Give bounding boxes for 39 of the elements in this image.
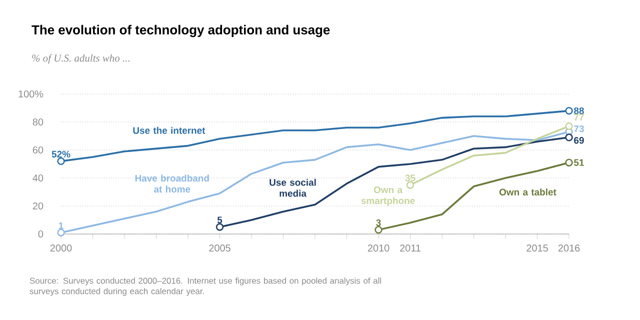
y-tick-label: 20 (32, 202, 44, 210)
y-tick-label: 40 (32, 174, 44, 182)
x-tick-label: 2010 (368, 244, 390, 252)
source-note: Source: Surveys conducted 2000–2016. Internet use figures based on pooled analysis of all surveys conducted during each calendar year. (30, 278, 382, 296)
chart-title: The evolution of technology adoption and usage (32, 24, 330, 38)
y-tick-label: 80 (32, 118, 44, 126)
data-label: 77 (574, 114, 584, 120)
point (565, 106, 573, 115)
data-label: 73 (574, 125, 584, 132)
y-tick-label: 0 (38, 230, 44, 238)
data-label: 35 (405, 174, 416, 182)
series-label: Have broadband at home (135, 174, 209, 193)
x-tick-label: 2015 (526, 244, 548, 252)
data-label: 88 (574, 107, 584, 114)
x-tick-label: 2000 (50, 244, 72, 252)
series-label: Use social media (270, 178, 316, 197)
data-label: 52% (52, 150, 70, 158)
point (565, 134, 573, 142)
data-label: 3 (376, 219, 381, 226)
data-label: 69 (574, 137, 584, 144)
x-tick-label: 2011 (400, 244, 420, 252)
point (57, 157, 65, 166)
point (216, 223, 224, 231)
point (565, 122, 573, 130)
x-tick-label: 2016 (558, 244, 580, 252)
point (565, 158, 573, 166)
data-label: 1 (58, 222, 64, 229)
data-label: 5 (217, 216, 222, 224)
data-label: 51 (574, 159, 584, 166)
point (57, 228, 65, 236)
chart-subtitle: % of U.S. adults who ... (32, 54, 130, 64)
point (406, 181, 414, 189)
series-label: Own a tablet (499, 188, 556, 196)
y-tick-label: 60 (32, 146, 44, 154)
series-label: Use the internet (133, 126, 206, 134)
point (374, 226, 382, 234)
series-label: Own a smartphone (361, 186, 415, 206)
x-tick-label: 2005 (209, 244, 230, 252)
y-tick-label: 100% (18, 90, 44, 98)
